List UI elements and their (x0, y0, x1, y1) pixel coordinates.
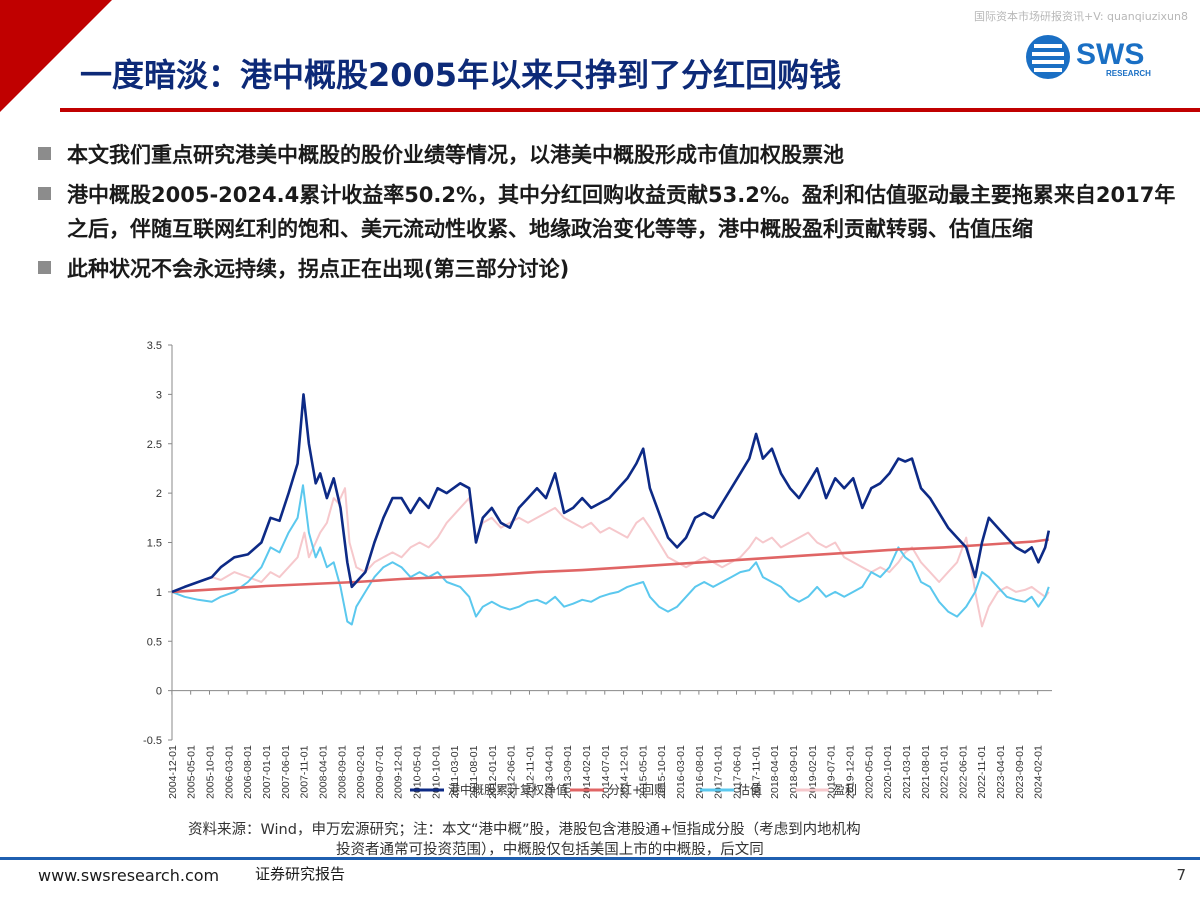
red-corner-decoration (0, 0, 112, 112)
y-tick-label: 3.5 (147, 340, 162, 352)
source-note: 资料来源：Wind，申万宏源研究；注：本文“港中概”股，港股包含港股通+恒指成分… (188, 820, 861, 860)
y-tick-label: 0 (156, 686, 162, 698)
x-tick-label: 2020-10-01 (882, 745, 894, 799)
x-tick-label: 2023-04-01 (995, 745, 1007, 799)
x-tick-label: 2018-04-01 (769, 745, 781, 799)
x-tick-label: 2014-12-01 (619, 745, 631, 799)
legend-label: 港中概股累计复权净值 (448, 782, 568, 797)
x-tick-label: 2010-05-01 (412, 745, 424, 799)
x-tick-label: 2007-06-01 (280, 745, 292, 799)
logo-brand: SWS (1076, 38, 1144, 71)
x-tick-label: 2005-05-01 (186, 745, 198, 799)
y-tick-label: 3 (156, 389, 162, 401)
x-tick-label: 2012-11-01 (524, 745, 536, 798)
x-tick-label: 2007-01-01 (261, 745, 273, 799)
sws-logo: SWS RESEARCH (1026, 35, 1151, 79)
x-tick-label: 2015-10-01 (656, 745, 668, 799)
bullet-square-icon (38, 147, 51, 160)
series-line-1 (171, 538, 1049, 594)
footer-report-type: 证券研究报告 (255, 865, 346, 883)
bullet-item: 此种状况不会永远持续，拐点正在出现(第三部分讨论) (38, 252, 1188, 286)
x-tick-label: 2008-09-01 (336, 745, 348, 799)
title-underline (60, 108, 1200, 112)
x-tick-label: 2021-08-01 (920, 745, 932, 799)
x-tick-label: 2022-01-01 (939, 745, 951, 799)
x-tick-label: 2014-02-01 (581, 745, 593, 799)
y-tick-label: 1 (156, 587, 162, 599)
x-tick-label: 2024-02-01 (1033, 745, 1045, 799)
y-tick-label: 1.5 (147, 538, 162, 550)
page-number: 7 (1176, 866, 1186, 884)
x-tick-label: 2019-12-01 (844, 745, 856, 799)
y-tick-label: 0.5 (147, 636, 162, 648)
series-line-2 (171, 484, 1050, 626)
legend-label: 估值 (738, 782, 762, 797)
legend-label: 盈利 (833, 783, 857, 797)
x-tick-label: 2013-09-01 (562, 745, 574, 799)
x-tick-label: 2005-10-01 (204, 745, 216, 799)
line-chart: 3.5 3 2.5 2 1.5 1 0.5 0 -0.5 2004-12-01 2005-05-01… (143, 340, 1052, 799)
x-tick-label: 2007-11-01 (299, 745, 311, 798)
bullet-text: 本文我们重点研究港美中概股的股价业绩等情况，以港美中概股形成市值加权股票池 (67, 143, 844, 167)
x-tick-label: 2011-03-01 (449, 745, 461, 798)
y-tick-label: 2 (156, 488, 162, 500)
footer-url[interactable]: www.swsresearch.com (38, 866, 220, 885)
x-tick-label: 2019-07-01 (826, 745, 838, 799)
x-tick-label: 2023-09-01 (1014, 745, 1026, 799)
x-tick-label: 2012-06-01 (506, 745, 518, 799)
source-line-1: 资料来源：Wind，申万宏源研究；注：本文“港中概”股，港股包含港股通+恒指成分… (188, 822, 861, 838)
source-line-2: 投资者通常可投资范围），中概股仅包括美国上市的中概股，后文同 (336, 842, 764, 858)
x-tick-label: 2022-11-01 (976, 745, 988, 798)
bullet-text: 港中概股2005-2024.4累计收益率50.2%，其中分红回购收益贡献53.2… (67, 183, 1176, 241)
watermark: 国际资本市场研报资讯+V: quanqiuzixun8 (973, 10, 1188, 23)
x-tick-label: 2017-11-01 (750, 745, 762, 798)
x-tick-label: 2017-06-01 (732, 745, 744, 799)
x-tick-label: 2004-12-01 (167, 745, 179, 799)
x-tick-label: 2014-07-01 (600, 745, 612, 799)
slide-title: 一度暗淡：港中概股2005年以来只挣到了分红回购钱 (80, 56, 842, 94)
y-tick-label: 2.5 (147, 439, 162, 451)
x-tick-label: 2016-08-01 (694, 745, 706, 799)
x-tick-label: 2020-05-01 (863, 745, 875, 799)
x-tick-label: 2017-01-01 (713, 745, 725, 799)
y-tick-label: -0.5 (143, 735, 162, 747)
x-tick-label: 2008-04-01 (317, 745, 329, 799)
x-tick-label: 2015-05-01 (637, 745, 649, 799)
x-tick-label: 2018-09-01 (788, 745, 800, 799)
logo-sub: RESEARCH (1106, 69, 1151, 78)
x-tick-label: 2016-03-01 (675, 745, 687, 799)
x-tick-label: 2019-02-01 (807, 745, 819, 799)
x-tick-label: 2021-03-01 (901, 745, 913, 799)
x-tick-label: 2009-02-01 (355, 745, 367, 799)
series-line-3 (171, 487, 1050, 628)
footer-divider (0, 857, 1200, 860)
bullet-item: 本文我们重点研究港美中概股的股价业绩等情况，以港美中概股形成市值加权股票池 (38, 138, 1188, 172)
x-tick-label: 2006-08-01 (242, 745, 254, 799)
x-tick-label: 2011-08-01 (468, 745, 480, 798)
bullet-text: 此种状况不会永远持续，拐点正在出现(第三部分讨论) (67, 257, 570, 281)
x-tick-label: 2009-07-01 (374, 745, 386, 799)
x-tick-label: 2022-06-01 (957, 745, 969, 799)
series-line-0 (171, 393, 1051, 594)
bullet-square-icon (38, 261, 51, 274)
x-tick-label: 2006-03-01 (223, 745, 235, 799)
legend-label: 分红+回购 (608, 782, 666, 797)
bullet-list: 本文我们重点研究港美中概股的股价业绩等情况，以港美中概股形成市值加权股票池 港中… (38, 138, 1188, 292)
bullet-item: 港中概股2005-2024.4累计收益率50.2%，其中分红回购收益贡献53.2… (38, 178, 1188, 246)
x-tick-label: 2013-04-01 (543, 745, 555, 799)
x-tick-label: 2010-10-01 (430, 745, 442, 799)
bullet-square-icon (38, 187, 51, 200)
x-tick-label: 2009-12-01 (393, 745, 405, 799)
x-tick-label: 2012-01-01 (487, 745, 499, 799)
